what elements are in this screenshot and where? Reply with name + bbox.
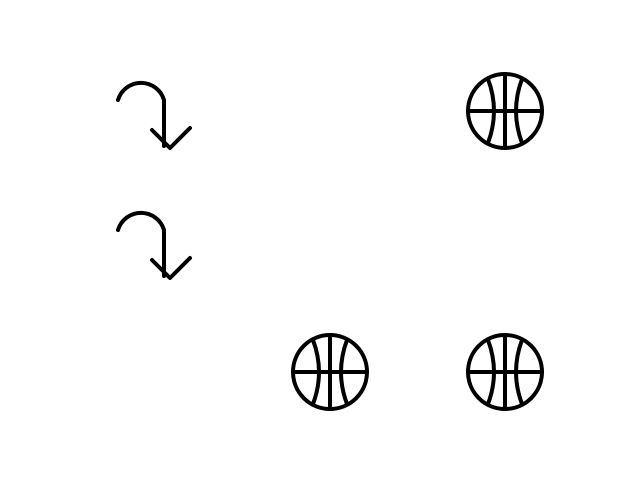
basketball-icon bbox=[460, 327, 550, 417]
redo-arrow-icon bbox=[108, 196, 198, 286]
basketball-icon bbox=[460, 66, 550, 156]
basketball-icon bbox=[285, 327, 375, 417]
redo-arrow-icon bbox=[108, 66, 198, 156]
